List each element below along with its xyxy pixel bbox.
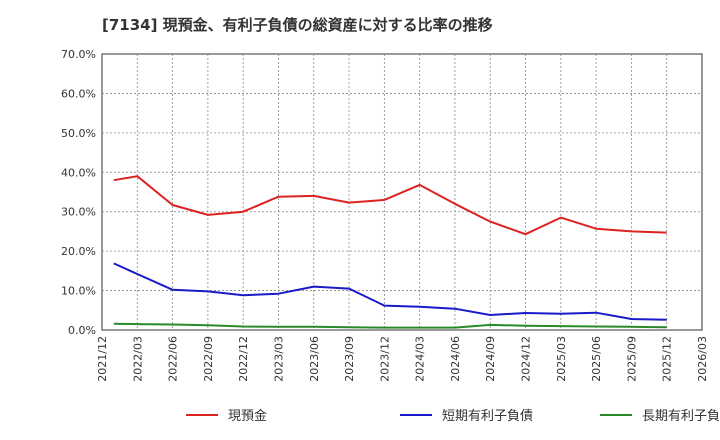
y-tick-label: 0.0% <box>68 324 96 337</box>
series-line-2 <box>113 262 667 321</box>
x-tick-label: 2024/09 <box>484 336 497 382</box>
legend-label-2: 短期有利子負債 <box>442 409 533 424</box>
y-tick-label: 70.0% <box>61 48 96 61</box>
legend-label-3: 長期有利子負債 <box>642 409 720 424</box>
x-tick-label: 2021/12 <box>96 336 109 382</box>
series-layer <box>113 175 667 329</box>
x-tick-label: 2025/03 <box>555 336 568 382</box>
y-tick-label: 20.0% <box>61 245 96 258</box>
series-line-3 <box>113 322 667 329</box>
x-tick-label: 2024/03 <box>414 336 427 382</box>
x-tick-label: 2024/12 <box>520 336 533 382</box>
y-axis: 0.0% 10.0% 20.0% 30.0% 40.0% 50.0% 60.0% 70.0% <box>61 48 96 337</box>
chart-title: [7134] 現預金、有利子負債の総資産に対する比率の推移 <box>102 16 493 34</box>
x-tick-label: 2024/06 <box>449 336 462 382</box>
x-tick-label: 2022/09 <box>202 336 215 382</box>
x-tick-label: 2026/03 <box>696 336 709 382</box>
x-tick-label: 2023/09 <box>343 336 356 382</box>
y-tick-label: 40.0% <box>61 166 96 179</box>
legend: 現預金 短期有利子負債 長期有利子負債 <box>186 408 720 424</box>
x-tick-label: 2025/06 <box>590 336 603 382</box>
y-tick-label: 30.0% <box>61 206 96 219</box>
x-axis: 2021/12 2022/03 2022/06 2022/09 2022/12 2023/… <box>96 336 709 382</box>
y-tick-label: 10.0% <box>61 285 96 298</box>
x-tick-label: 2022/03 <box>131 336 144 382</box>
x-tick-label: 2023/12 <box>378 336 391 382</box>
series-line-1 <box>113 175 667 236</box>
x-tick-label: 2023/03 <box>272 336 285 382</box>
x-tick-label: 2025/12 <box>661 336 674 382</box>
x-tick-label: 2025/09 <box>625 336 638 382</box>
x-tick-label: 2022/12 <box>237 336 250 382</box>
x-tick-label: 2023/06 <box>308 336 321 382</box>
y-tick-label: 50.0% <box>61 127 96 140</box>
y-tick-label: 60.0% <box>61 87 96 100</box>
legend-label-1: 現預金 <box>228 408 267 424</box>
x-tick-label: 2022/06 <box>167 336 180 382</box>
grid-layer <box>102 54 702 330</box>
